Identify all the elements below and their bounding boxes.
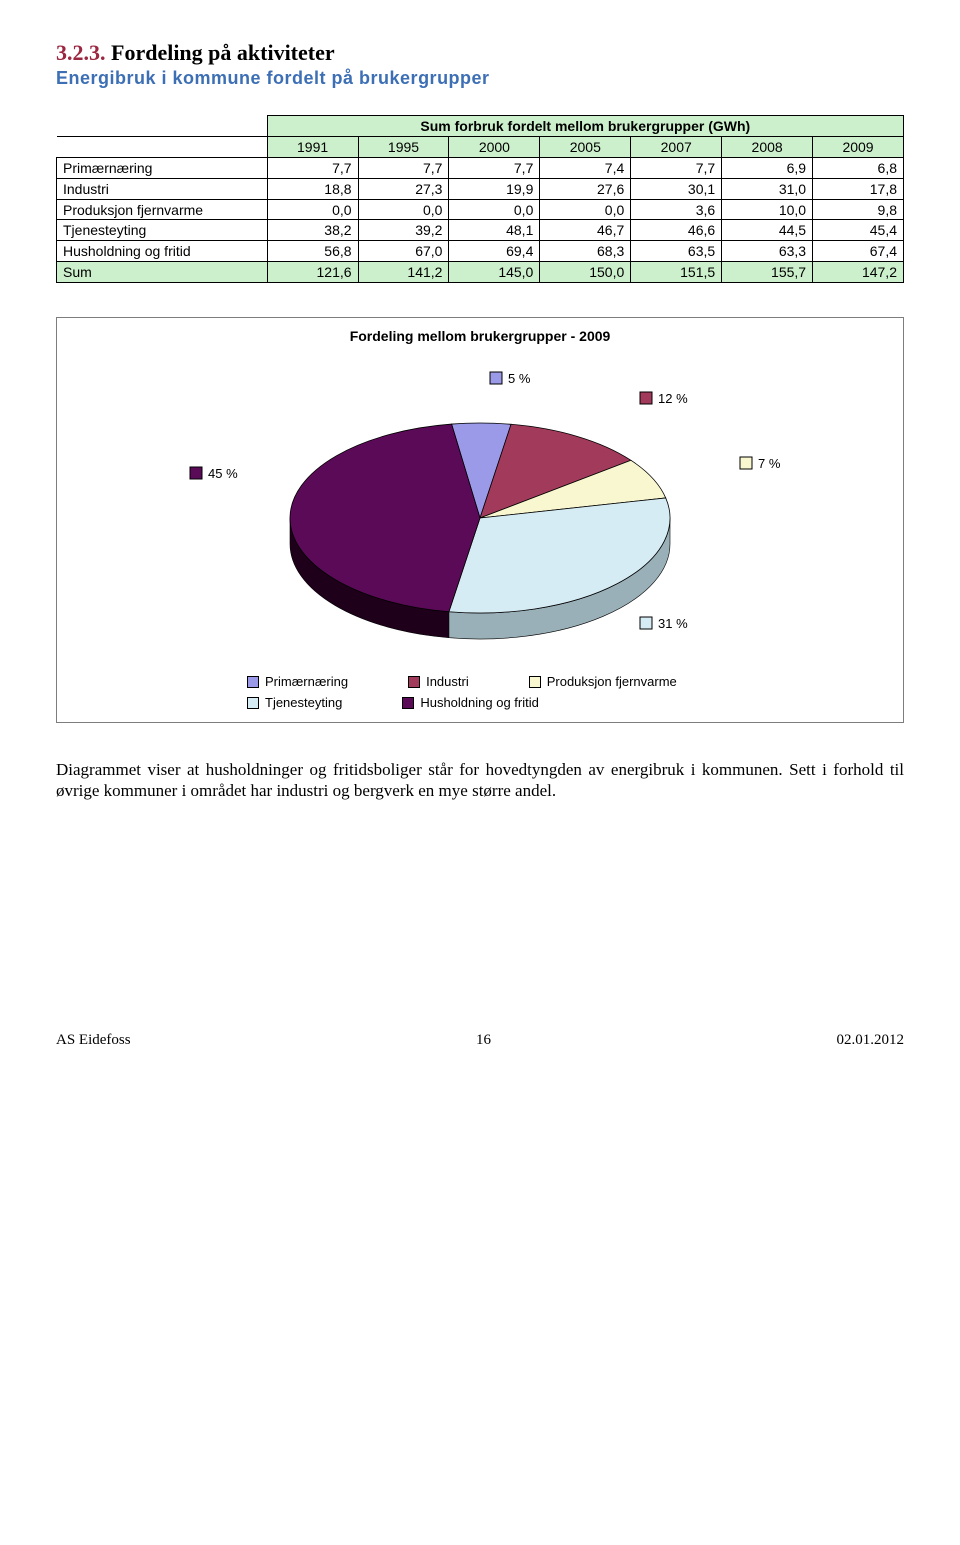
row-value: 30,1 xyxy=(631,178,722,199)
row-value: 10,0 xyxy=(722,199,813,220)
row-value: 141,2 xyxy=(358,262,449,283)
row-value: 63,3 xyxy=(722,241,813,262)
section-number: 3.2.3. xyxy=(56,40,106,65)
usage-table: Sum forbruk fordelt mellom brukergrupper… xyxy=(56,115,904,283)
row-value: 46,7 xyxy=(540,220,631,241)
row-value: 7,7 xyxy=(449,157,540,178)
section-heading: 3.2.3. Fordeling på aktiviteter xyxy=(56,40,904,66)
row-value: 145,0 xyxy=(449,262,540,283)
section-title-text: Fordeling på aktiviteter xyxy=(111,40,335,65)
row-value: 0,0 xyxy=(358,199,449,220)
table-row: Produksjon fjernvarme0,00,00,00,03,610,0… xyxy=(57,199,904,220)
page-footer: AS Eidefoss 16 02.01.2012 xyxy=(56,1032,904,1069)
row-value: 31,0 xyxy=(722,178,813,199)
row-value: 27,3 xyxy=(358,178,449,199)
pie-slice-label: 45 % xyxy=(208,466,238,481)
table-year: 2000 xyxy=(449,136,540,157)
row-label: Tjenesteyting xyxy=(57,220,268,241)
row-value: 7,4 xyxy=(540,157,631,178)
table-row: Tjenesteyting38,239,248,146,746,644,545,… xyxy=(57,220,904,241)
legend-label: Husholdning og fritid xyxy=(420,695,539,710)
legend-item: Industri xyxy=(408,674,469,689)
row-value: 121,6 xyxy=(267,262,358,283)
footer-left: AS Eidefoss xyxy=(56,1032,131,1049)
footer-center: 16 xyxy=(476,1032,491,1049)
legend-label: Primærnæring xyxy=(265,674,348,689)
table-year-row: 1991 1995 2000 2005 2007 2008 2009 xyxy=(57,136,904,157)
table-row: Industri18,827,319,927,630,131,017,8 xyxy=(57,178,904,199)
row-value: 155,7 xyxy=(722,262,813,283)
legend-item: Husholdning og fritid xyxy=(402,695,539,710)
row-label: Sum xyxy=(57,262,268,283)
chart-title: Fordeling mellom brukergrupper - 2009 xyxy=(57,328,903,344)
table-year: 2008 xyxy=(722,136,813,157)
pie-chart-card: Fordeling mellom brukergrupper - 2009 5 … xyxy=(56,317,904,723)
table-header-title: Sum forbruk fordelt mellom brukergrupper… xyxy=(267,116,903,137)
pie-slice-label: 31 % xyxy=(658,616,688,631)
row-value: 27,6 xyxy=(540,178,631,199)
row-value: 67,4 xyxy=(813,241,904,262)
row-value: 0,0 xyxy=(449,199,540,220)
row-value: 147,2 xyxy=(813,262,904,283)
legend-item: Tjenesteyting xyxy=(247,695,342,710)
table-year: 2009 xyxy=(813,136,904,157)
row-value: 69,4 xyxy=(449,241,540,262)
row-value: 17,8 xyxy=(813,178,904,199)
row-value: 6,9 xyxy=(722,157,813,178)
row-value: 6,8 xyxy=(813,157,904,178)
row-label: Produksjon fjernvarme xyxy=(57,199,268,220)
row-value: 150,0 xyxy=(540,262,631,283)
row-value: 7,7 xyxy=(358,157,449,178)
pie-slice-label: 12 % xyxy=(658,391,688,406)
row-value: 56,8 xyxy=(267,241,358,262)
table-year: 1995 xyxy=(358,136,449,157)
table-year: 2007 xyxy=(631,136,722,157)
row-value: 9,8 xyxy=(813,199,904,220)
legend-swatch xyxy=(402,697,414,709)
table-sum-row: Sum121,6141,2145,0150,0151,5155,7147,2 xyxy=(57,262,904,283)
legend-swatch xyxy=(247,697,259,709)
row-value: 68,3 xyxy=(540,241,631,262)
table-year: 2005 xyxy=(540,136,631,157)
row-value: 3,6 xyxy=(631,199,722,220)
legend-label: Produksjon fjernvarme xyxy=(547,674,677,689)
table-row: Husholdning og fritid56,867,069,468,363,… xyxy=(57,241,904,262)
row-value: 18,8 xyxy=(267,178,358,199)
legend-swatch xyxy=(529,676,541,688)
legend-row-2: Tjenesteyting Husholdning og fritid xyxy=(247,695,903,710)
legend-row-1: Primærnæring Industri Produksjon fjernva… xyxy=(247,674,903,689)
row-value: 39,2 xyxy=(358,220,449,241)
row-label: Primærnæring xyxy=(57,157,268,178)
row-value: 151,5 xyxy=(631,262,722,283)
row-value: 7,7 xyxy=(631,157,722,178)
legend-item: Produksjon fjernvarme xyxy=(529,674,677,689)
row-value: 44,5 xyxy=(722,220,813,241)
table-year: 1991 xyxy=(267,136,358,157)
table-row: Primærnæring7,77,77,77,47,76,96,8 xyxy=(57,157,904,178)
row-value: 0,0 xyxy=(540,199,631,220)
footer-right: 02.01.2012 xyxy=(837,1032,905,1049)
summary-paragraph: Diagrammet viser at husholdninger og fri… xyxy=(56,759,904,802)
pie-slice-label: 7 % xyxy=(758,456,781,471)
legend-label: Industri xyxy=(426,674,469,689)
legend-item: Primærnæring xyxy=(247,674,348,689)
pie-chart: 5 % 12 % 7 % 31 % 45 % xyxy=(80,348,880,668)
row-value: 45,4 xyxy=(813,220,904,241)
legend-swatch xyxy=(408,676,420,688)
section-subtitle: Energibruk i kommune fordelt på brukergr… xyxy=(56,68,904,89)
legend-label: Tjenesteyting xyxy=(265,695,342,710)
row-value: 0,0 xyxy=(267,199,358,220)
legend-swatch xyxy=(247,676,259,688)
row-value: 63,5 xyxy=(631,241,722,262)
row-value: 48,1 xyxy=(449,220,540,241)
row-label: Husholdning og fritid xyxy=(57,241,268,262)
pie-slice-label: 5 % xyxy=(508,371,531,386)
row-label: Industri xyxy=(57,178,268,199)
row-value: 67,0 xyxy=(358,241,449,262)
row-value: 46,6 xyxy=(631,220,722,241)
row-value: 19,9 xyxy=(449,178,540,199)
row-value: 7,7 xyxy=(267,157,358,178)
row-value: 38,2 xyxy=(267,220,358,241)
